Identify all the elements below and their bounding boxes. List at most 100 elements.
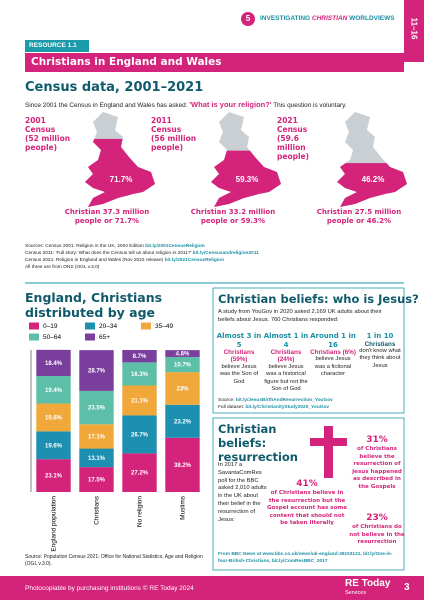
jesus-em: Christians (364, 340, 396, 348)
source-line: Full dataset: bit.ly/ChristianityStudy20… (218, 404, 403, 411)
legend-swatch (29, 333, 39, 341)
resurrection-pct: 23% (366, 513, 388, 523)
map-fill (337, 163, 407, 207)
resource-label: RESOURCE 1.1 (29, 42, 77, 49)
x-tick-label: Christians (94, 495, 101, 525)
bar-label: 8.7% (133, 354, 147, 360)
resurrection-box (212, 417, 405, 571)
jesus-item: Almost 3 in 5 Christians (59%) believe Jes… (216, 332, 262, 386)
jesus-text: believe Jesus was a historical figure bu… (264, 363, 308, 393)
resurrection-pct: 31% (366, 435, 388, 445)
legend-label: 0–19 (43, 323, 58, 330)
bar-label: 23.1% (45, 474, 63, 480)
legend-swatch (141, 322, 151, 330)
bar-segment (165, 350, 200, 357)
map: 59.3% (211, 112, 281, 207)
legend-label: 65+ (99, 334, 110, 341)
bar-segment (79, 467, 114, 492)
map-people: (56 million people) (151, 134, 197, 152)
footer-note: Photocopiable by purchasing institutions… (25, 585, 194, 592)
resurrection-intro: In 2017 a SavantaComRes poll for the BBC… (218, 462, 267, 523)
resurrection-pct: 41% (296, 479, 318, 489)
bar-label: 19.4% (45, 388, 63, 394)
source-link: bit.ly/2001CensusReligion (145, 244, 205, 249)
bar-label: 17.1% (88, 434, 106, 440)
map-percent: 59.3% (236, 175, 259, 184)
x-tick-label: No religion (137, 496, 144, 527)
map-people: (59.6 million people) (277, 134, 310, 161)
source-line: Census 2021: Religion in England and Wal… (25, 257, 405, 264)
bar-label: 26.7% (131, 432, 149, 438)
badge (241, 12, 255, 26)
chart-source: Source: Population Census 2021: Office f… (25, 554, 203, 567)
source-text: Sources: Census 2001: Religion in the UK… (25, 244, 146, 249)
resource-box (25, 40, 89, 52)
jesus-em: Christians (59%) (223, 349, 255, 364)
kicker-text: INVESTIGATING (260, 15, 312, 22)
bar-segment (122, 415, 157, 454)
bar-label: 23.2% (174, 419, 192, 425)
resurrection-title: Christian beliefs: resurrection (218, 422, 298, 464)
source-link: bit.ly/JesusBirthAndResurrection_YouGov (235, 398, 333, 403)
resurrection-item: 23% of Christians do not believe in the r… (349, 512, 405, 547)
bar-segment (122, 385, 157, 416)
jesus-title: Christian beliefs: who is Jesus? (218, 292, 419, 306)
map-census: Census (277, 125, 308, 134)
bar-label: 19.6% (45, 415, 63, 421)
jesus-item: Around 1 in 16 Christians (6%) believe Jes… (310, 332, 356, 379)
jesus-em: Christians (6%) (310, 349, 356, 356)
source-link: bit.ly/2021CensusReligion (164, 258, 225, 263)
page-number: 3 (404, 582, 410, 593)
map-year: 2011 (151, 116, 172, 125)
map-people: (52 million people) (25, 134, 71, 152)
jesus-em: Christians (24%) (270, 349, 302, 364)
chart-title: England, Christians distributed by age (25, 290, 163, 320)
map-fill (85, 138, 155, 207)
resurrection-source: From BBC News at www.bbc.co.uk/news/uk-e… (218, 552, 393, 564)
bar-label: 13.1% (88, 456, 106, 462)
census-heading: Census data, 2001–2021 (25, 80, 204, 95)
bar-segment (122, 453, 157, 492)
source-line: Sources: Census 2001: Religion in the UK… (25, 243, 405, 250)
map: 71.7% (85, 112, 155, 207)
intro-text: Since 2001 the Census in England and Wal… (25, 102, 190, 109)
bar-segment (122, 362, 157, 386)
logo: RE Today (345, 578, 391, 589)
bar-segment (165, 356, 200, 373)
bar-segment (36, 431, 71, 460)
bar-label: 23.5% (88, 406, 106, 412)
bar-label: 19.6% (45, 443, 63, 449)
resurrection-text: of Christians believe the resurrection o… (352, 446, 402, 490)
bar-segment (79, 390, 114, 425)
tab (404, 0, 424, 62)
bar-label: 18.4% (45, 361, 63, 367)
banner-title: Christians in England and Wales (31, 56, 222, 68)
jesus-lead: Almost 3 in 5 (216, 332, 262, 349)
jesus-sources: Source: bit.ly/JesusBirthAndResurrection… (218, 397, 403, 411)
bar-segment (165, 404, 200, 438)
bar-label: 16.3% (131, 372, 149, 378)
cross (310, 426, 347, 478)
jesus-intro: A study from YouGov in 2020 asked 2,169 … (218, 309, 382, 323)
map-caption: Christian 37.3 million people or 71.7% (64, 208, 150, 225)
source-text: Census 2011: 'Full story: What does the … (25, 251, 193, 256)
legend-swatch (85, 322, 95, 330)
bar-label: 38.2% (174, 463, 192, 469)
bar-label: 23% (176, 386, 189, 392)
source-text: Full dataset: (218, 405, 246, 410)
map-caption: Christian 27.5 million people or 46.2% (316, 208, 402, 225)
footer-bar (0, 576, 424, 600)
jesus-item: 1 in 10 Christians don't know what they th… (357, 332, 403, 370)
source-text: All three are from ONS (OGL v.3.0) (25, 265, 100, 270)
jesus-lead: Almost 1 in 4 (263, 332, 309, 349)
bar-label: 21.1% (131, 398, 149, 404)
resurrection-item: 31% of Christians believe the resurrectio… (349, 434, 405, 492)
bar-segment (36, 349, 71, 376)
logo-sub: Services (345, 590, 367, 596)
census-sources: Sources: Census 2001: Religion in the UK… (25, 243, 405, 271)
bar-label: 4.8% (176, 352, 190, 358)
map-year: 2021 (277, 116, 298, 125)
bar-segment (36, 459, 71, 492)
